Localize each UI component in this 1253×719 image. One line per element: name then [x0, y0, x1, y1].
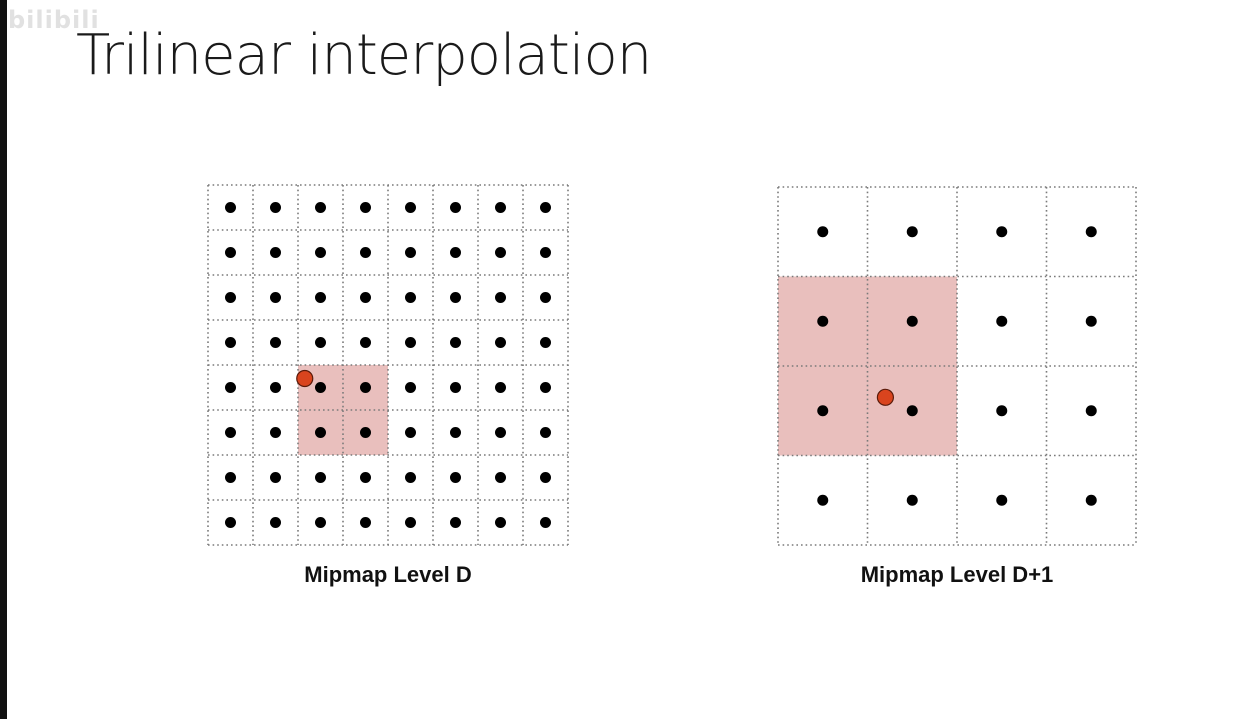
- level-d-texel-dot: [495, 247, 506, 258]
- level-d1-texel-dot: [996, 405, 1008, 417]
- level-d-texel-dot: [270, 247, 281, 258]
- level-d-texel-dot: [540, 202, 551, 213]
- level-d-texel-dot: [315, 247, 326, 258]
- level-d-texel-dot: [315, 427, 326, 438]
- level-d1-texel-dot: [906, 226, 918, 238]
- level-d1-texel-dot: [996, 226, 1008, 238]
- level-d-texel-dot: [360, 427, 371, 438]
- bilibili-watermark: bilibili: [8, 6, 100, 34]
- slide-title: Trilinear interpolation: [76, 23, 652, 88]
- level-d-texel-dot: [450, 382, 461, 393]
- level-d-texel-dot: [270, 202, 281, 213]
- mipmap-level-d-caption: Mipmap Level D: [304, 562, 472, 587]
- level-d-texel-dot: [225, 382, 236, 393]
- level-d-texel-dot: [270, 337, 281, 348]
- level-d-texel-dot: [360, 337, 371, 348]
- level-d-texel-dot: [315, 292, 326, 303]
- level-d-texel-dot: [270, 382, 281, 393]
- level-d-texel-dot: [225, 247, 236, 258]
- level-d-texel-dot: [360, 472, 371, 483]
- level-d1-texel-dot: [996, 315, 1008, 327]
- level-d-texel-dot: [405, 202, 416, 213]
- level-d1-texel-dot: [817, 405, 829, 417]
- level-d-texel-dot: [450, 247, 461, 258]
- level-d-texel-dot: [495, 517, 506, 528]
- level-d-texel-dot: [225, 337, 236, 348]
- mipmap-level-d1-caption: Mipmap Level D+1: [860, 562, 1054, 587]
- level-d1-texel-dot: [906, 405, 918, 417]
- level-d-texel-dot: [270, 472, 281, 483]
- level-d1-texel-dot: [1085, 494, 1097, 506]
- level-d-texel-dot: [405, 517, 416, 528]
- mipmap-level-d-grid: [207, 184, 569, 546]
- level-d-texel-dot: [315, 337, 326, 348]
- level-d-texel-dot: [540, 427, 551, 438]
- level-d1-texel-dot: [1085, 405, 1097, 417]
- level-d1-texel-dot: [1085, 315, 1097, 327]
- level-d1-texel-dot: [1085, 226, 1097, 238]
- level-d-texel-dot: [540, 247, 551, 258]
- level-d1-texel-dot: [906, 494, 918, 506]
- level-d-texel-dot: [540, 292, 551, 303]
- level-d-texel-dot: [315, 202, 326, 213]
- level-d1-texel-dot: [817, 226, 829, 238]
- level-d1-texel-dot: [817, 315, 829, 327]
- level-d-sample-point: [296, 369, 314, 388]
- level-d-texel-dot: [360, 202, 371, 213]
- level-d-texel-dot: [495, 337, 506, 348]
- level-d-texel-dot: [450, 427, 461, 438]
- level-d-texel-dot: [315, 382, 326, 393]
- level-d1-texel-dot: [996, 494, 1008, 506]
- level-d-texel-dot: [225, 202, 236, 213]
- level-d-texel-dot: [270, 427, 281, 438]
- level-d1-sample-point: [876, 388, 895, 406]
- level-d-texel-dot: [360, 382, 371, 393]
- level-d-texel-dot: [405, 292, 416, 303]
- level-d-texel-dot: [360, 247, 371, 258]
- level-d-texel-dot: [540, 517, 551, 528]
- level-d-texel-dot: [315, 517, 326, 528]
- level-d-texel-dot: [495, 427, 506, 438]
- level-d-texel-dot: [405, 337, 416, 348]
- level-d-texel-dot: [315, 472, 326, 483]
- left-edge-bar: [0, 0, 7, 719]
- level-d-texel-dot: [495, 472, 506, 483]
- level-d-texel-dot: [225, 472, 236, 483]
- level-d-texel-dot: [405, 472, 416, 483]
- level-d-texel-dot: [495, 202, 506, 213]
- level-d-texel-dot: [270, 292, 281, 303]
- level-d1-texel-dot: [906, 315, 918, 327]
- level-d-texel-dot: [450, 292, 461, 303]
- level-d-texel-dot: [450, 202, 461, 213]
- level-d-texel-dot: [225, 517, 236, 528]
- level-d-texel-dot: [495, 292, 506, 303]
- level-d-texel-dot: [495, 382, 506, 393]
- level-d-texel-dot: [225, 292, 236, 303]
- level-d-texel-dot: [450, 337, 461, 348]
- level-d-texel-dot: [405, 427, 416, 438]
- level-d-texel-dot: [360, 517, 371, 528]
- level-d-texel-dot: [405, 382, 416, 393]
- level-d-texel-dot: [360, 292, 371, 303]
- level-d-texel-dot: [540, 472, 551, 483]
- level-d1-highlight-region: [778, 276, 957, 456]
- level-d-texel-dot: [540, 337, 551, 348]
- level-d-texel-dot: [450, 517, 461, 528]
- level-d-texel-dot: [405, 247, 416, 258]
- level-d-texel-dot: [450, 472, 461, 483]
- level-d-texel-dot: [270, 517, 281, 528]
- mipmap-level-d1-grid: [777, 186, 1137, 546]
- level-d-texel-dot: [540, 382, 551, 393]
- level-d1-texel-dot: [817, 494, 829, 506]
- level-d-texel-dot: [225, 427, 236, 438]
